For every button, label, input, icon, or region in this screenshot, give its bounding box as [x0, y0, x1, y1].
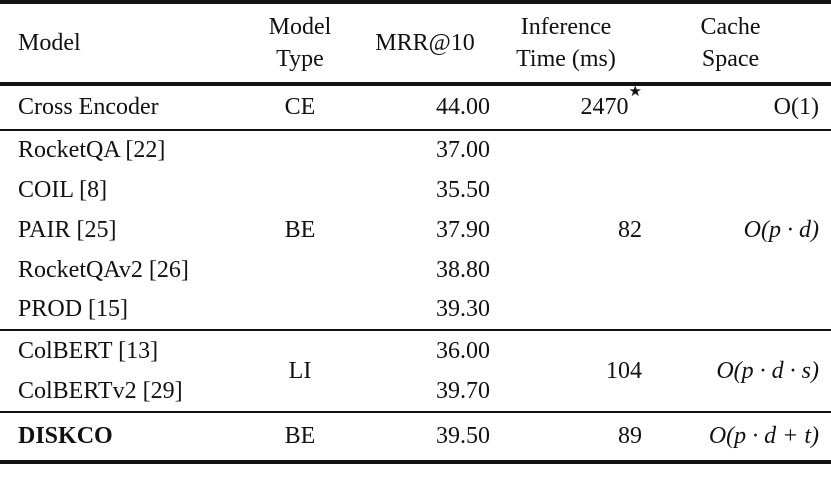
- col-header-inference-time: Inference Time (ms): [490, 2, 642, 84]
- mrr-cell: 36.00: [436, 337, 490, 364]
- mrr-cell: 38.80: [436, 256, 490, 283]
- col-header-model-type: Model Type: [240, 2, 360, 84]
- mrr-cell: 39.50: [436, 423, 490, 449]
- inference-time-cell: 82: [618, 216, 642, 243]
- group-late-interaction: ColBERT [13] LI 36.00 104 O(p · d · s) C…: [0, 330, 831, 412]
- model-cell: RocketQA [22]: [18, 137, 166, 163]
- col-header-model-type-line2: Type: [276, 46, 324, 72]
- row-prod: PROD [15] 39.30: [0, 290, 831, 330]
- row-colbert: ColBERT [13] LI 36.00 104 O(p · d · s): [0, 330, 831, 384]
- header-row: Model Model Type MRR@10 Inference Time (…: [0, 2, 831, 84]
- model-cell: ColBERTv2 [29]: [18, 377, 183, 404]
- inference-time-value: 2470: [580, 94, 629, 120]
- mrr-cell: 39.70: [436, 377, 490, 404]
- group-diskco: DISKCO BE 39.50 89 O(p · d + t): [0, 412, 831, 462]
- row-coil: COIL [8] 35.50: [0, 170, 831, 210]
- cache-space-cell: O(1): [773, 94, 819, 120]
- mrr-cell: 35.50: [436, 176, 490, 203]
- cache-space-cell: O(p · d + t): [708, 423, 819, 449]
- cache-space-cell: O(p · d): [743, 216, 819, 243]
- row-cross-encoder: Cross Encoder CE 44.00 2470★ O(1): [0, 84, 831, 130]
- row-rocketqav2: RocketQAv2 [26] 38.80: [0, 250, 831, 290]
- row-diskco: DISKCO BE 39.50 89 O(p · d + t): [0, 412, 831, 462]
- mrr-cell: 37.00: [436, 137, 490, 163]
- col-header-inference-line1: Inference: [520, 14, 612, 40]
- results-table: Model Model Type MRR@10 Inference Time (…: [0, 0, 831, 464]
- group-cross-encoder: Cross Encoder CE 44.00 2470★ O(1): [0, 84, 831, 130]
- model-cell: PAIR [25]: [18, 216, 117, 243]
- star-icon: ★: [628, 82, 642, 100]
- group-bi-encoders: RocketQA [22] BE 37.00 82 O(p · d) COIL …: [0, 130, 831, 330]
- col-header-cache-line2: Space: [701, 46, 760, 72]
- table-header: Model Model Type MRR@10 Inference Time (…: [0, 2, 831, 84]
- model-type-cell: LI: [288, 357, 312, 384]
- model-cell: RocketQAv2 [26]: [18, 256, 189, 283]
- inference-time-cell: 104: [606, 357, 642, 384]
- row-colbertv2: ColBERTv2 [29] 39.70: [0, 371, 831, 412]
- model-type-cell: BE: [284, 216, 316, 243]
- model-type-cell: CE: [284, 94, 316, 120]
- mrr-cell: 37.90: [436, 216, 490, 243]
- model-cell: ColBERT [13]: [18, 337, 159, 364]
- col-header-cache-space: Cache Space: [642, 2, 831, 84]
- row-pair: PAIR [25] 37.90: [0, 210, 831, 250]
- col-header-model-type-line1: Model: [268, 14, 332, 40]
- model-cell: COIL [8]: [18, 176, 108, 203]
- model-cell: Cross Encoder: [18, 94, 159, 120]
- row-rocketqa: RocketQA [22] BE 37.00 82 O(p · d): [0, 130, 831, 243]
- model-type-cell: BE: [284, 423, 316, 449]
- col-header-model: Model: [18, 30, 81, 56]
- col-header-mrr10: MRR@10: [375, 30, 475, 56]
- cache-space-cell: O(p · d · s): [716, 357, 819, 384]
- model-cell: PROD [15]: [18, 296, 129, 322]
- inference-time-cell: 89: [618, 423, 642, 449]
- mrr-cell: 39.30: [436, 296, 490, 322]
- model-cell: DISKCO: [18, 423, 113, 449]
- col-header-inference-line2: Time (ms): [516, 46, 616, 72]
- mrr-cell: 44.00: [436, 94, 490, 120]
- inference-time-cell: 2470★: [490, 84, 642, 130]
- col-header-cache-line1: Cache: [700, 14, 761, 40]
